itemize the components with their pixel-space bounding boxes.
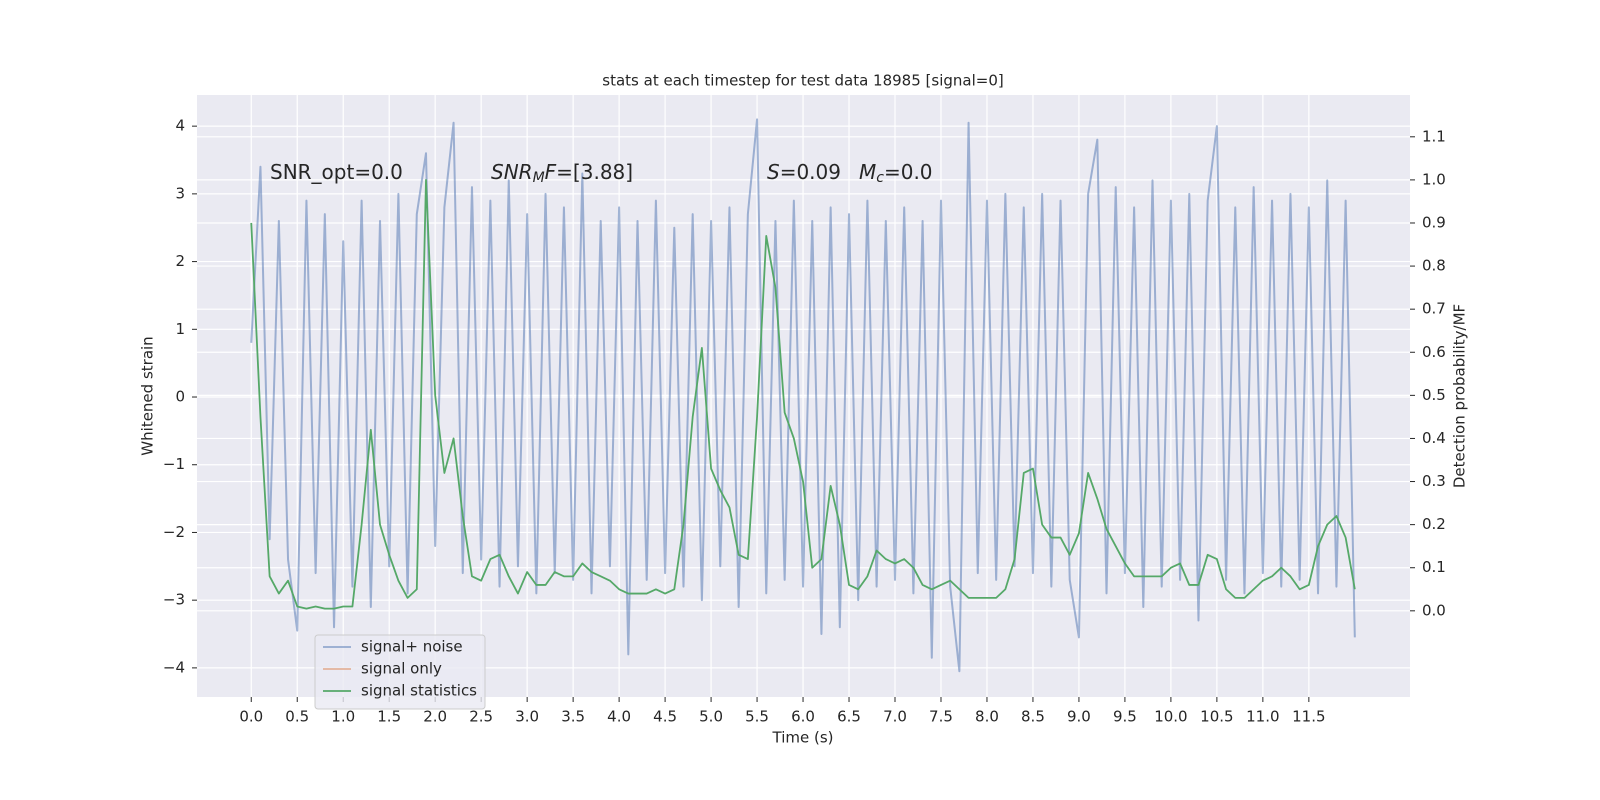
y2-tick-label: 0.2 — [1422, 515, 1446, 533]
y2-tick-label: 0.9 — [1422, 213, 1446, 231]
annotation-rest: =[3.88] — [556, 160, 633, 184]
x-tick-label: 8.5 — [1021, 708, 1045, 726]
y-tick-label: 2 — [175, 252, 185, 270]
annotation-sub: c — [876, 170, 884, 186]
y2-tick-label: 0.0 — [1422, 601, 1446, 619]
x-tick-label: 1.5 — [377, 708, 401, 726]
annotation: SNRMF=[3.88] — [491, 160, 633, 187]
y-tick-label: −2 — [163, 523, 185, 541]
x-tick-label: 7.0 — [883, 708, 907, 726]
y-axis-label: Whitened strain — [139, 336, 157, 455]
legend-box — [314, 634, 486, 710]
annotation-rest: =0.09 — [780, 160, 841, 184]
y-tick-label: −4 — [163, 658, 185, 676]
annotation-text: SNR_opt=0.0 — [270, 160, 403, 184]
annotation: S=0.09 — [767, 160, 841, 184]
y-tick-label: 0 — [175, 388, 185, 406]
x-tick-label: 9.5 — [1113, 708, 1137, 726]
y-tick-label: 1 — [175, 320, 185, 338]
legend-label: signal only — [361, 660, 442, 678]
x-tick-label: 4.5 — [653, 708, 677, 726]
x-tick-label: 2.0 — [423, 708, 447, 726]
x-tick-label: 3.0 — [515, 708, 539, 726]
y-tick-label: 3 — [175, 184, 185, 202]
chart-title: stats at each timestep for test data 189… — [602, 72, 1003, 90]
x-tick-label: 3.5 — [561, 708, 585, 726]
y2-tick-label: 0.8 — [1422, 257, 1446, 275]
x-tick-label: 10.5 — [1200, 708, 1233, 726]
annotation-rest: F — [545, 160, 557, 184]
annotation: SNR_opt=0.0 — [270, 160, 403, 184]
x-axis-label: Time (s) — [772, 729, 834, 747]
y-tick-label: −1 — [163, 455, 185, 473]
y2-tick-label: 0.4 — [1422, 429, 1446, 447]
x-tick-label: 8.0 — [975, 708, 999, 726]
x-tick-label: 2.5 — [469, 708, 493, 726]
x-tick-label: 0.0 — [239, 708, 263, 726]
x-tick-label: 6.5 — [837, 708, 861, 726]
y-tick-label: −3 — [163, 591, 185, 609]
annotation-base: M — [859, 160, 876, 184]
x-tick-label: 11.0 — [1246, 708, 1279, 726]
x-tick-label: 7.5 — [929, 708, 953, 726]
x-tick-label: 9.0 — [1067, 708, 1091, 726]
y-tick-label: 4 — [175, 117, 185, 135]
annotation-base: S — [767, 160, 780, 184]
x-tick-label: 5.5 — [745, 708, 769, 726]
annotation-rest: =0.0 — [884, 160, 933, 184]
x-tick-label: 10.0 — [1154, 708, 1187, 726]
x-tick-label: 0.5 — [285, 708, 309, 726]
series-line — [250, 178, 1356, 610]
y2-tick-label: 0.1 — [1422, 558, 1446, 576]
y2-tick-label: 0.7 — [1422, 300, 1446, 318]
x-tick-label: 5.0 — [699, 708, 723, 726]
x-tick-label: 6.0 — [791, 708, 815, 726]
y2-tick-label: 0.3 — [1422, 472, 1446, 490]
annotation: Mc=0.0 — [859, 160, 933, 187]
series-line — [250, 118, 1356, 673]
legend-label: signal statistics — [361, 682, 477, 700]
x-tick-label: 4.0 — [607, 708, 631, 726]
x-tick-label: 1.0 — [331, 708, 355, 726]
annotation-rest: F=[3.88] — [545, 160, 633, 184]
y2-tick-label: 1.1 — [1422, 127, 1446, 145]
annotation-base: SNR — [491, 160, 533, 184]
y2-axis-label: Detection probability/MF — [1451, 304, 1469, 488]
y2-tick-label: 0.6 — [1422, 343, 1446, 361]
x-tick-label: 11.5 — [1292, 708, 1325, 726]
annotation-sub: M — [533, 170, 545, 186]
legend-label: signal+ noise — [361, 638, 463, 656]
y2-tick-label: 1.0 — [1422, 170, 1446, 188]
y2-tick-label: 0.5 — [1422, 386, 1446, 404]
